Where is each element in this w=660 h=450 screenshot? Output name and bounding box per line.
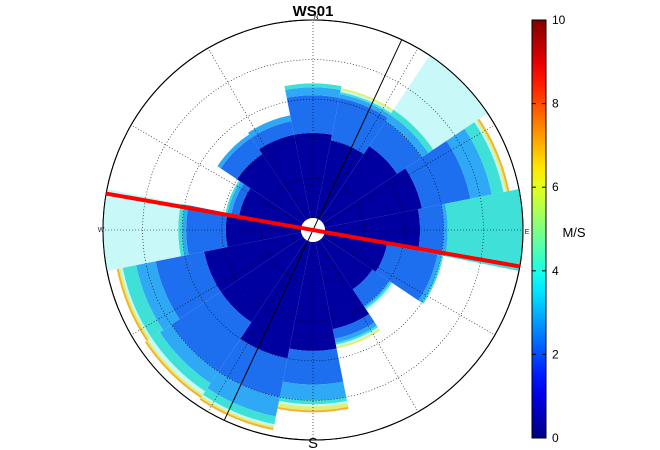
colorbar-tick-label: 4 <box>552 264 559 278</box>
sector-0-band-1 <box>287 95 340 134</box>
west-label: W <box>98 227 105 234</box>
colorbar-bar <box>532 20 546 438</box>
colorbar: 0 2 4 6 8 10 <box>532 13 566 445</box>
colorbar-label: M/S <box>562 225 585 240</box>
colorbar-tick-label: 6 <box>552 180 559 194</box>
wind-rose-chart: WS01 0246810 N E W S M/S <box>0 0 660 450</box>
colorbar-tick-label: 2 <box>552 347 559 361</box>
north-label: N <box>313 14 318 21</box>
colorbar-tick-label: 10 <box>552 13 566 27</box>
south-label: S <box>308 435 318 450</box>
east-label: E <box>525 229 530 236</box>
colorbar-tick-label: 0 <box>552 431 559 445</box>
rose-plot <box>103 20 523 440</box>
colorbar-tick-label: 8 <box>552 97 559 111</box>
